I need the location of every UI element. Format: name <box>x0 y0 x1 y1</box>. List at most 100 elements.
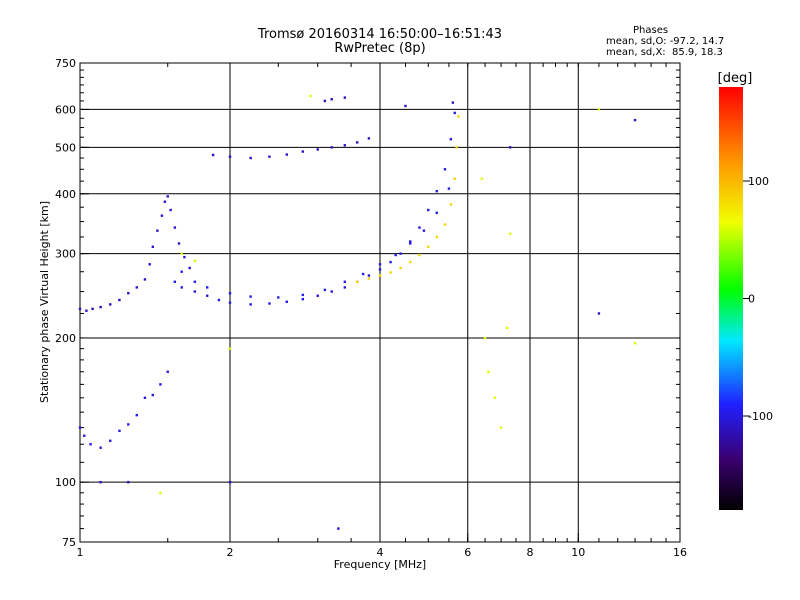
colorbar-ticks: 100 0 -100 <box>743 175 773 423</box>
data-point <box>422 229 426 232</box>
data-point <box>343 286 347 289</box>
data-point <box>343 280 347 283</box>
data-point <box>173 226 177 229</box>
data-point <box>483 336 487 340</box>
x-tick-label: 2 <box>227 546 234 559</box>
y-tick-label: 75 <box>62 536 76 549</box>
data-point <box>427 245 430 248</box>
data-point <box>205 294 209 297</box>
data-point <box>91 307 94 311</box>
y-tick-label: 500 <box>55 141 76 154</box>
data-point <box>435 189 438 193</box>
data-point <box>151 245 155 248</box>
data-point <box>487 370 490 373</box>
data-point <box>169 208 172 212</box>
y-tick-label: 600 <box>55 103 76 116</box>
x-tick-label: 8 <box>527 546 534 559</box>
trace-multi-hop-echo <box>211 137 371 160</box>
trace-o-trace-f2 <box>173 111 456 306</box>
data-point <box>455 146 458 149</box>
data-point <box>389 260 392 264</box>
data-point <box>409 240 412 243</box>
data-point <box>399 266 402 270</box>
data-point <box>394 253 397 257</box>
data-point <box>173 280 177 283</box>
data-point <box>118 429 121 433</box>
trace-x-trace-f2 <box>355 115 460 283</box>
data-point <box>228 155 232 158</box>
data-point <box>109 439 112 442</box>
data-point <box>447 187 451 190</box>
data-point <box>151 393 155 397</box>
data-point <box>156 229 159 232</box>
data-point <box>166 195 169 198</box>
data-point <box>443 223 447 226</box>
data-point <box>389 271 392 274</box>
data-point <box>378 263 382 266</box>
data-point <box>435 211 438 215</box>
data-point <box>404 104 407 108</box>
data-point <box>409 242 412 245</box>
y-axis-label: Stationary phase Virtual Height [km] <box>38 201 51 403</box>
data-point <box>127 423 130 426</box>
data-point <box>217 298 221 302</box>
chart-title: Tromsø 20160314 16:50:00–16:51:43 <box>257 27 503 42</box>
data-point <box>78 307 82 311</box>
data-point <box>143 278 147 281</box>
y-tick-label: 300 <box>55 248 76 261</box>
y-tick-label: 400 <box>55 188 76 201</box>
data-point <box>409 260 412 264</box>
data-point <box>443 168 447 171</box>
data-point <box>127 292 130 295</box>
data-point <box>180 270 183 273</box>
data-point <box>166 370 169 373</box>
data-point <box>367 137 371 140</box>
data-point <box>337 527 340 530</box>
colorbar-tick-label: 100 <box>748 175 769 188</box>
data-point <box>435 235 438 239</box>
grid <box>80 63 680 542</box>
x-tick-label: 4 <box>377 546 384 559</box>
data-point <box>228 480 232 484</box>
data-point <box>193 290 197 293</box>
x-tick-label: 1 <box>77 546 84 559</box>
data-point <box>127 480 130 484</box>
data-point <box>633 118 637 122</box>
trace-o-trace-f2-spread- <box>180 187 451 299</box>
data-point <box>301 293 305 297</box>
data-point <box>285 300 288 303</box>
data-point <box>323 288 327 292</box>
data-point <box>505 326 509 330</box>
chart-subtitle: RwPretec (8p) <box>334 41 426 56</box>
data-point <box>228 301 232 304</box>
data-point <box>418 253 421 257</box>
data-point <box>99 446 102 449</box>
trace-sporadic-o <box>99 96 637 530</box>
data-point <box>316 148 319 151</box>
data-point <box>499 426 503 429</box>
data-point <box>135 286 138 289</box>
data-point <box>85 309 88 312</box>
data-point <box>378 274 382 277</box>
data-point <box>449 137 453 141</box>
data-point <box>277 296 280 299</box>
data-point <box>109 303 112 306</box>
axes: 1 2 4 6 8 10 16 75 100 200 300 400 500 600 750 <box>55 57 687 559</box>
data-point <box>399 252 402 255</box>
data-point <box>330 146 333 149</box>
data-point <box>193 259 197 262</box>
data-point <box>211 153 215 157</box>
data-point <box>177 242 181 245</box>
y-tick-label: 750 <box>55 57 76 70</box>
data-point <box>361 272 365 276</box>
data-point <box>453 111 456 115</box>
stats-heading: Phases <box>633 25 669 36</box>
data-point <box>597 108 601 111</box>
data-point <box>330 98 333 101</box>
data-point <box>343 96 347 99</box>
x-axis-label: Frequency [MHz] <box>334 558 426 571</box>
data-point <box>367 277 371 280</box>
y-tick-label: 200 <box>55 332 76 345</box>
data-point <box>228 347 232 350</box>
